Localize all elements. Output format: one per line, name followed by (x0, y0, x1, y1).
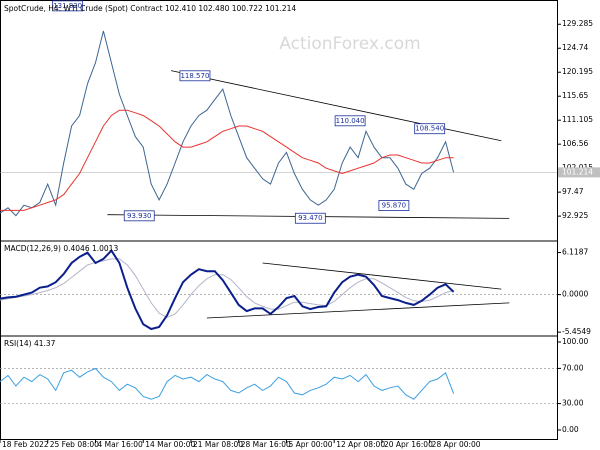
trend-line (206, 302, 510, 319)
y-tick-label: 0.00 (562, 425, 579, 434)
x-tick-label: 20 Apr 16:00 (384, 440, 433, 449)
y-tick-label: 120.195 (562, 67, 593, 76)
panel-title: RSI(14) 41.37 (4, 339, 56, 348)
y-tick-label: 70.00 (562, 363, 584, 372)
x-tick-label: 14 Mar 00:00 (145, 440, 195, 449)
y-tick-label: 129.285 (562, 19, 593, 28)
y-tick-label: 30.00 (562, 399, 584, 408)
y-tick-label: 115.65 (562, 91, 588, 100)
x-tick-label: 28 Mar 16:00 (241, 440, 291, 449)
plot-frame (0, 0, 558, 440)
panel-title: SpotCrude, H4: WTI Crude (Spot) Contract… (4, 4, 296, 13)
price-label: 101.214 (562, 167, 593, 176)
annotation-box (294, 212, 326, 224)
y-tick-label: 111.105 (562, 115, 593, 124)
annotation-label: 93.930 (127, 212, 152, 220)
series-line (0, 248, 455, 331)
annotation-box (179, 70, 211, 82)
annotation-label: 95.870 (382, 202, 407, 210)
annotation-box (123, 210, 155, 222)
y-tick-label: 124.74 (562, 43, 588, 52)
series-line (0, 258, 454, 318)
annotation-label: 93.470 (298, 214, 323, 222)
series-line (0, 109, 454, 211)
series-line (0, 367, 455, 400)
annotation-label: 118.570 (180, 72, 209, 80)
x-tick-label: 25 Feb 08:00 (50, 440, 99, 449)
y-tick-label: 0.0000 (562, 290, 588, 299)
x-tick-label: 18 Feb 2022 (2, 440, 49, 449)
x-tick-label: 12 Apr 08:00 (336, 440, 385, 449)
y-tick-label: 106.56 (562, 139, 588, 148)
series-line (0, 30, 455, 217)
annotation-label: 108.540 (415, 125, 444, 133)
y-tick-label: 100.00 (562, 337, 588, 346)
trend-line (170, 70, 502, 142)
trend-line (262, 262, 502, 290)
y-tick-label: 92.925 (562, 211, 588, 220)
x-tick-label: 4 Mar 16:00 (97, 440, 143, 449)
watermark: ActionForex.com (279, 34, 420, 54)
annotation-box (334, 115, 366, 127)
y-tick-label: 97.47 (562, 187, 584, 196)
annotation-box (378, 200, 410, 211)
annotation-box (52, 0, 84, 12)
x-tick-label: 21 Mar 08:00 (193, 440, 243, 449)
y-tick-label: 6.1187 (562, 248, 588, 257)
price-label-box (558, 167, 600, 178)
annotation-label: 131.820 (53, 2, 82, 10)
x-tick-label: 5 Apr 00:00 (288, 440, 332, 449)
annotation-label: 110.040 (336, 117, 365, 125)
x-tick-label: 28 Apr 00:00 (432, 440, 481, 449)
y-tick-label: -5.4549 (562, 327, 591, 336)
panel-title: MACD(12,26,9) 0.4046 1.0013 (4, 244, 118, 253)
annotation-box (414, 123, 446, 135)
